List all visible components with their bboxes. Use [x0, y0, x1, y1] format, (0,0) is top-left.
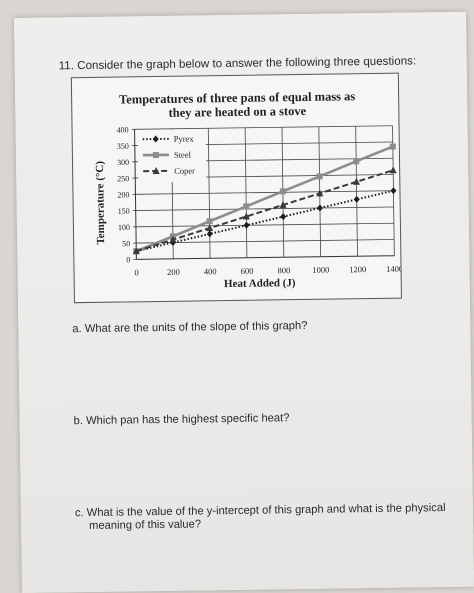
line-chart: Temperatures of three pans of equal mass…	[72, 74, 401, 303]
x-tick-label: 200	[167, 267, 180, 277]
y-tick-label: 0	[126, 255, 130, 264]
legend-label-pyrex: Pyrex	[174, 133, 195, 143]
question-a: a. What are the units of the slope of th…	[72, 320, 307, 336]
y-axis-ticks: 0 50 100 150 200 250 300 350 400	[117, 125, 131, 264]
x-tick-label: 800	[278, 265, 291, 275]
question-header: 11. Consider the graph below to answer t…	[59, 54, 417, 72]
data-point-coper	[353, 178, 360, 185]
chart-frame: Temperatures of three pans of equal mass…	[71, 73, 402, 304]
x-axis-ticks: 0 200 400 600 800 1000 1200 1400	[134, 264, 401, 278]
data-point-coper	[206, 224, 213, 231]
data-point-steel	[353, 158, 359, 164]
y-axis-label: Temperature (°C)	[94, 161, 107, 245]
legend-label-steel: Steel	[174, 150, 192, 160]
y-tick-label: 250	[117, 174, 129, 183]
question-b: b. Which pan has the highest specific he…	[74, 412, 290, 428]
data-point-pyrex	[317, 204, 323, 211]
data-point-pyrex	[207, 230, 213, 237]
y-tick-label: 300	[117, 158, 129, 167]
y-tick-label: 50	[122, 239, 130, 248]
data-point-pyrex	[390, 187, 396, 194]
data-point-pyrex	[354, 196, 360, 203]
y-tick-label: 350	[117, 142, 129, 151]
x-tick-label: 600	[241, 266, 254, 276]
legend-marker-steel	[153, 152, 159, 158]
y-tick-label: 150	[118, 207, 130, 216]
data-point-coper	[390, 166, 397, 173]
x-axis-label: Heat Added (J)	[224, 277, 296, 290]
data-point-steel	[207, 218, 213, 224]
worksheet-page: 11. Consider the graph below to answer t…	[14, 12, 474, 593]
x-tick-label: 1000	[312, 265, 329, 275]
data-point-pyrex	[280, 213, 286, 220]
y-tick-label: 200	[117, 190, 129, 199]
data-point-steel	[280, 188, 286, 194]
question-c-line2: meaning of this value?	[89, 518, 201, 533]
x-tick-label: 0	[134, 267, 138, 277]
y-tick-label: 400	[117, 125, 129, 134]
grid-line-h	[135, 126, 393, 130]
x-tick-label: 1400	[386, 264, 401, 274]
question-c-line1: c. What is the value of the y-intercept …	[75, 502, 446, 520]
y-tick-label: 100	[118, 223, 130, 232]
chart-legend: Pyrex Steel Coper	[138, 129, 207, 182]
grid-line-h	[135, 191, 393, 195]
data-point-steel	[390, 143, 396, 149]
data-point-steel	[316, 173, 322, 179]
x-tick-label: 1200	[349, 264, 366, 274]
grid-line-h	[136, 207, 394, 211]
data-point-steel	[243, 203, 249, 209]
grid-line-h	[136, 223, 394, 227]
x-tick-label: 400	[204, 266, 217, 276]
chart-title-line2: they are heated on a stove	[168, 104, 306, 120]
legend-label-coper: Coper	[174, 165, 195, 175]
x-axis-line	[136, 256, 394, 260]
data-point-pyrex	[243, 222, 249, 229]
